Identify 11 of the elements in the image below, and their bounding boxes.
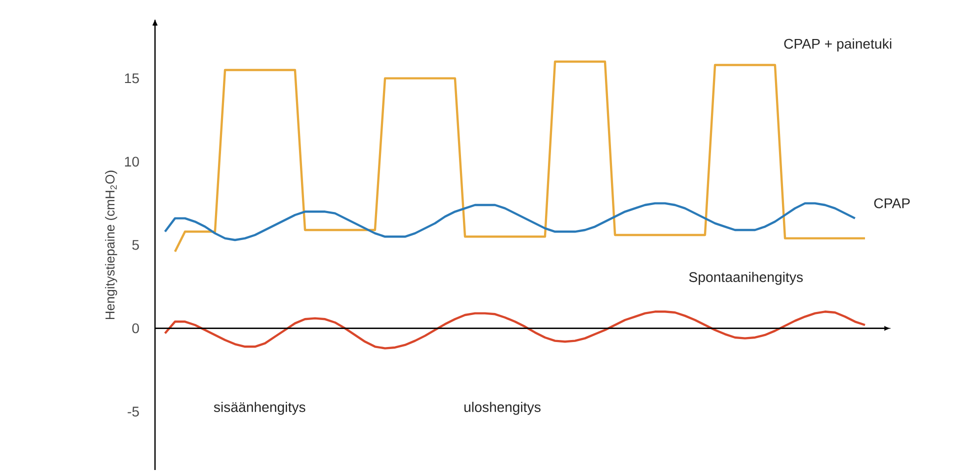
- series-label: CPAP + painetuki: [784, 38, 892, 52]
- y-tick-label: 5: [132, 240, 139, 250]
- y-tick-label: 15: [125, 73, 139, 84]
- y-tick-label: 10: [125, 156, 139, 167]
- annotation: sisäänhengitys: [214, 402, 306, 415]
- y-axis-title: Hengitystiepaine (cmH$_{2}$O): [105, 170, 118, 320]
- text: Spontaanihengitys: [689, 272, 803, 285]
- y-tick-label: 0: [132, 323, 139, 334]
- series-label: CPAP: [874, 198, 910, 208]
- y-tick-label: -5: [128, 406, 139, 417]
- annotation: uloshengitys: [464, 402, 541, 415]
